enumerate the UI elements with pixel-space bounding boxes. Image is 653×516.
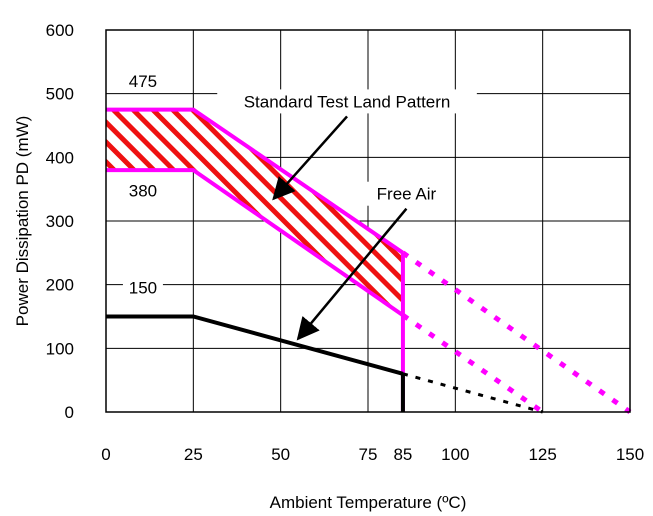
x-axis-title: Ambient Temperature (ºC): [270, 493, 467, 512]
annotations: 475 380 150 Standard Test Land Pattern Free …: [122, 70, 477, 341]
y-tick-label: 600: [46, 21, 74, 40]
tick-labels: 0 25 50 75 85 100 125 150 0 100 200 300 400 500 600: [46, 21, 645, 464]
annotation-label: Free Air: [377, 185, 437, 204]
y-tick-label: 300: [46, 212, 74, 231]
x-tick-label: 75: [359, 445, 378, 464]
y-tick-label: 100: [46, 339, 74, 358]
value-label: 475: [129, 72, 157, 91]
free-air-line: [106, 314, 404, 376]
y-tick-label: 0: [65, 403, 74, 422]
x-tick-label: 100: [441, 445, 469, 464]
annotation-label: Standard Test Land Pattern: [244, 92, 451, 111]
y-tick-label: 500: [46, 85, 74, 104]
x-tick-label: 85: [393, 445, 412, 464]
y-axis-title: Power Dissipation PD (mW): [13, 116, 32, 327]
x-tick-label: 50: [271, 445, 290, 464]
annotation-bg: [217, 89, 477, 114]
plot-frame: [105, 29, 631, 413]
x-tick-label: 25: [184, 445, 203, 464]
annotation-bg: [363, 181, 450, 206]
y-tick-label: 400: [46, 148, 74, 167]
band-upper-line: [106, 107, 405, 255]
y-tick-label: 200: [46, 276, 74, 295]
series-lines: [106, 107, 632, 415]
value-label-bg: [122, 276, 163, 299]
value-label: 150: [129, 278, 157, 297]
free-air-dotted: [402, 372, 544, 414]
annotation-arrow: [272, 115, 348, 201]
value-label-bg: [122, 179, 163, 202]
value-label: 380: [129, 182, 157, 201]
x-tick-label: 150: [616, 445, 644, 464]
band-lower-dotted: [401, 313, 545, 415]
x-tick-label: 125: [528, 445, 556, 464]
band-lower-line: [106, 168, 405, 317]
value-label-bg: [122, 70, 163, 93]
x-tick-label: 0: [101, 445, 110, 464]
annotation-arrow: [296, 207, 408, 341]
band-upper-dotted: [401, 250, 632, 415]
